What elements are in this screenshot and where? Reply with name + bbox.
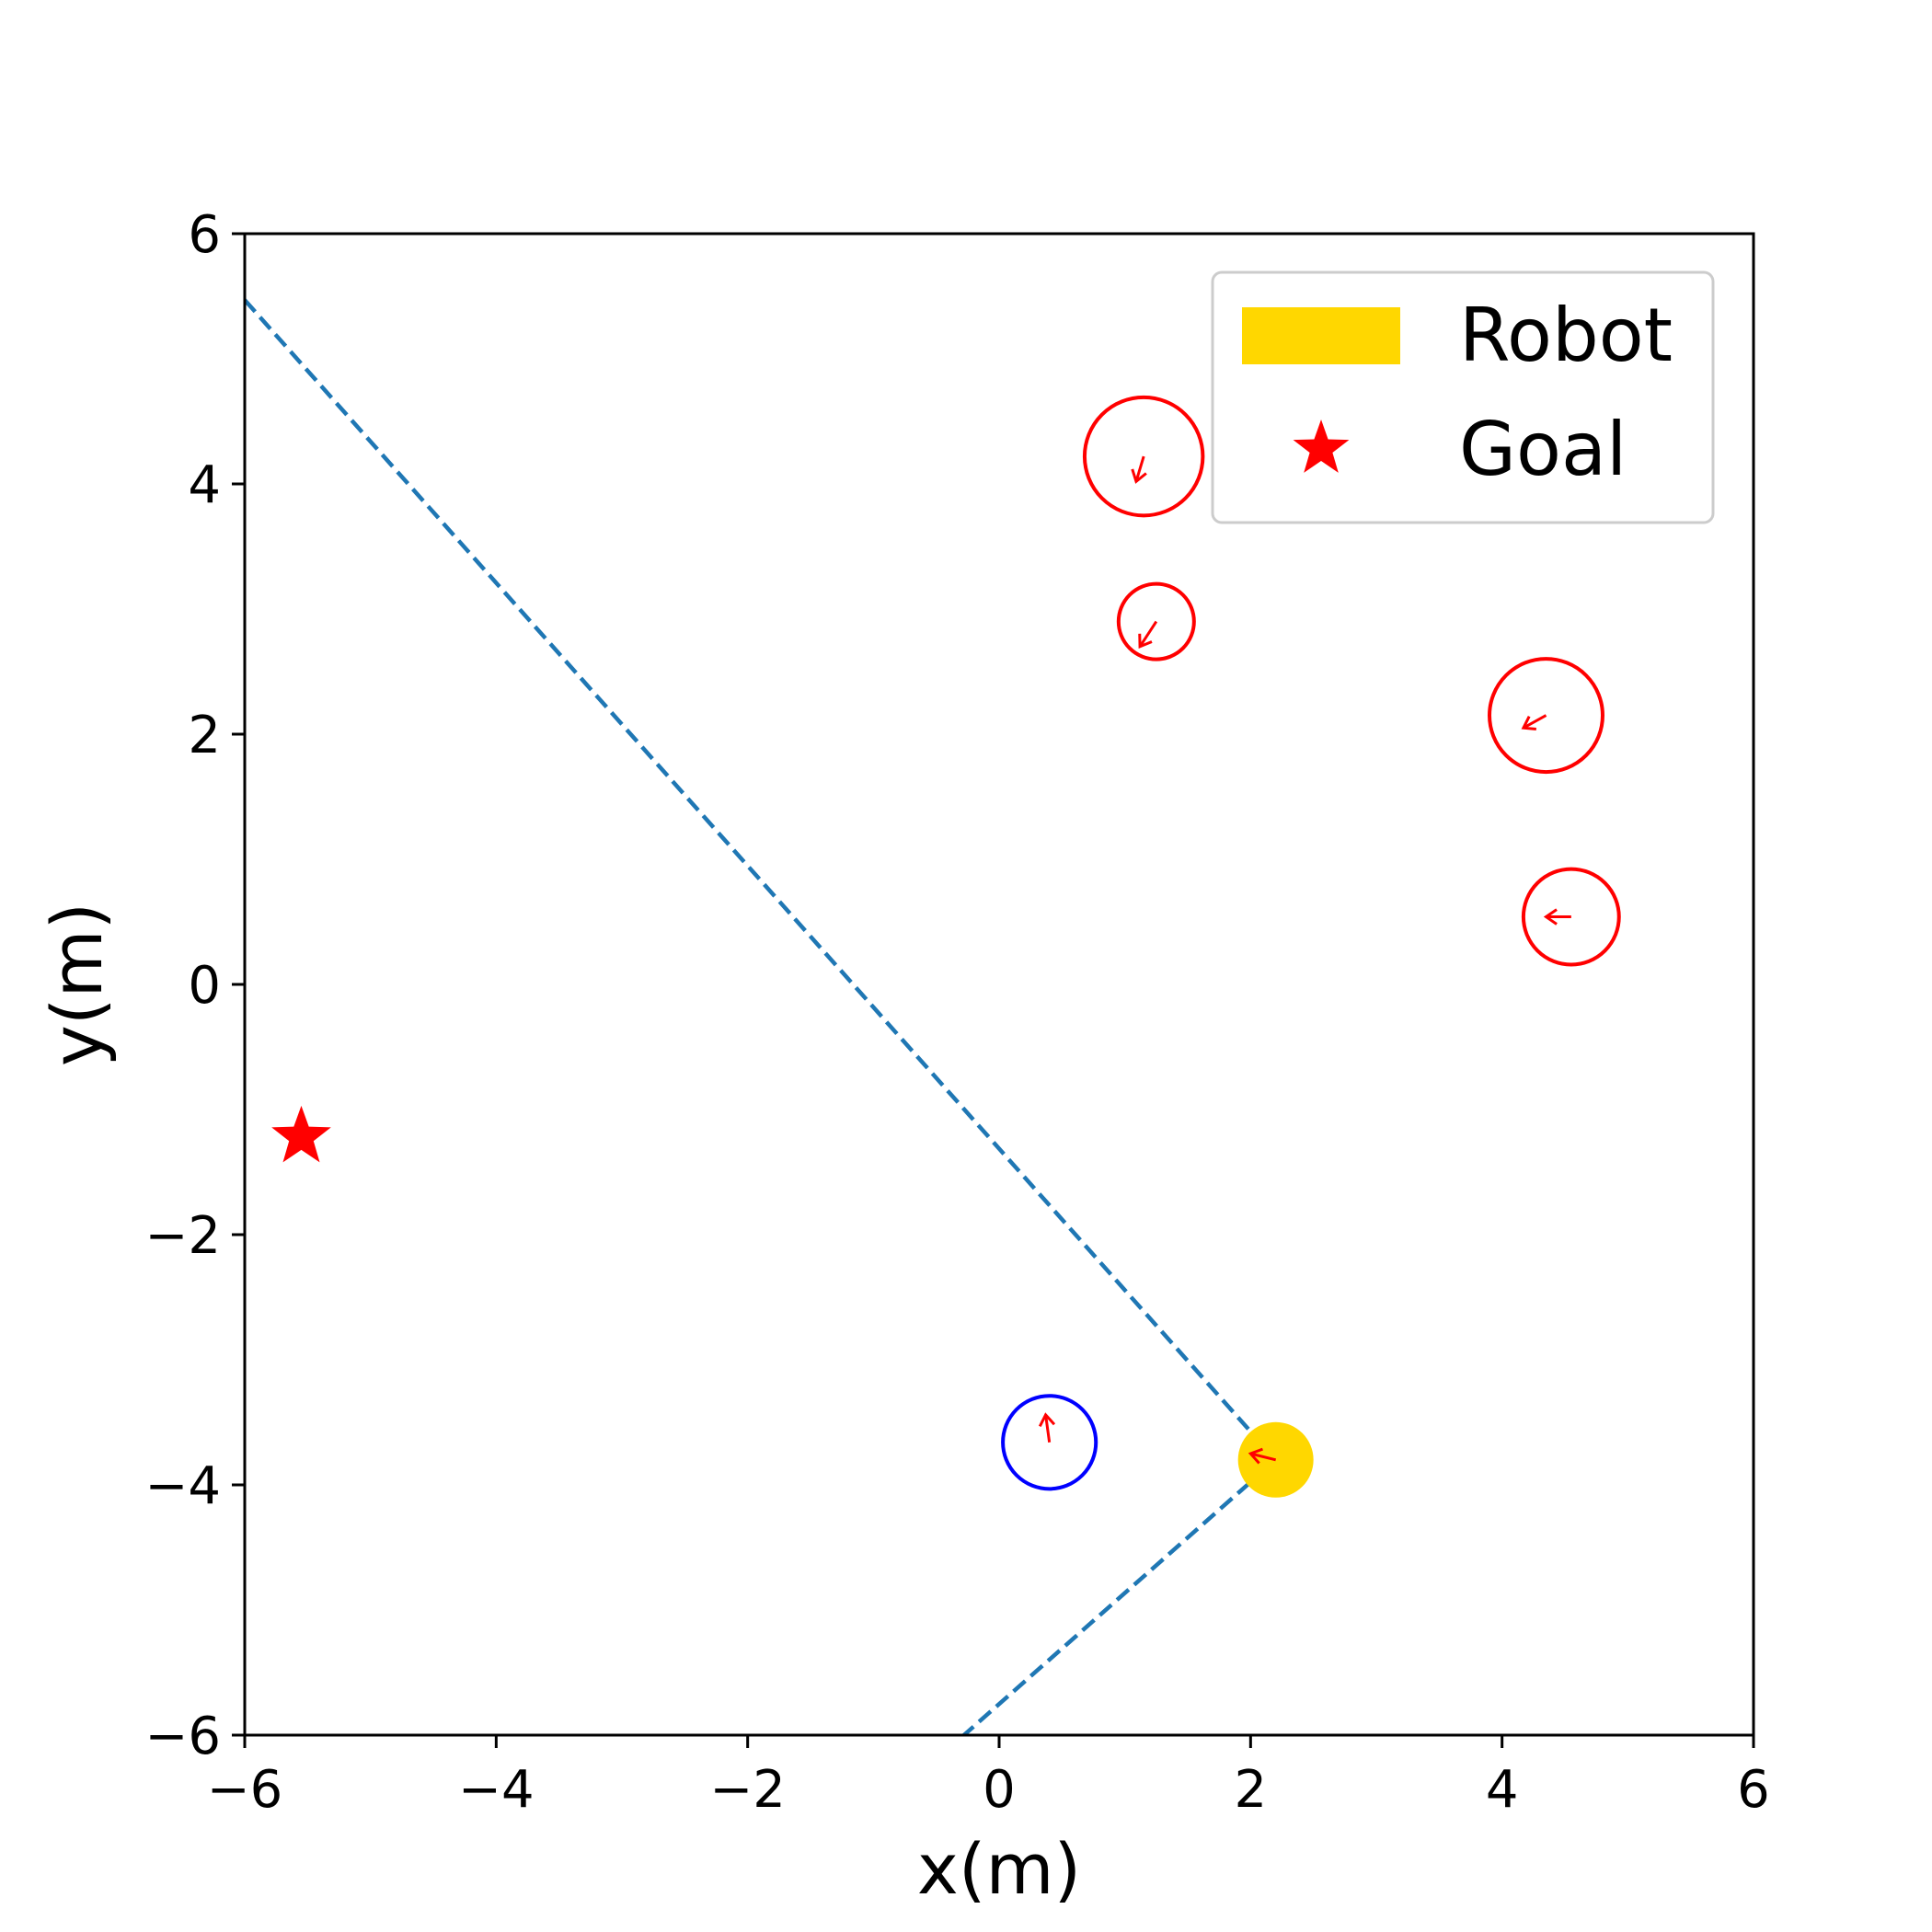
obstacle-velocity-arrow-1-head xyxy=(1138,633,1153,650)
robot-heading-arrow-head xyxy=(1248,1447,1263,1465)
legend-robot-swatch xyxy=(1242,307,1400,364)
y-axis-label: y(m) xyxy=(36,903,118,1066)
obstacle-velocity-arrow-4-shaft xyxy=(1044,1414,1052,1443)
x-tick-label: 6 xyxy=(1737,1760,1770,1820)
axis-ticks: −6 −4 −2 0 2 4 6 −6 −4 −2 0 2 4 6 xyxy=(144,205,1769,1820)
x-tick-label: 0 xyxy=(983,1760,1016,1820)
legend-goal-label: Goal xyxy=(1459,407,1627,492)
legend: Robot Goal xyxy=(1211,270,1715,524)
obstacle-velocity-arrow-1-shaft xyxy=(1138,620,1158,648)
y-tick-label: −2 xyxy=(144,1206,221,1266)
y-tick-label: 2 xyxy=(188,706,221,765)
obstacle-circle-3 xyxy=(1521,867,1621,967)
obstacle-velocity-arrow-1 xyxy=(1138,620,1158,650)
x-axis-label: x(m) xyxy=(917,1828,1081,1910)
obstacle-velocity-arrow-0-head xyxy=(1131,468,1147,484)
y-tick-label: 6 xyxy=(188,205,221,265)
robot-heading-arrow xyxy=(1248,1447,1277,1465)
obstacle-circle-2 xyxy=(1488,657,1604,775)
obstacle-velocity-arrow-0 xyxy=(1131,455,1147,484)
obstacle-circle-0 xyxy=(1082,395,1205,518)
x-tick-label: −6 xyxy=(207,1760,283,1820)
x-tick-label: 4 xyxy=(1486,1760,1519,1820)
y-tick-label: 4 xyxy=(188,455,221,515)
obstacle-velocity-arrow-2 xyxy=(1521,714,1547,731)
x-tick-label: 2 xyxy=(1235,1760,1268,1820)
x-tick-label: −4 xyxy=(458,1760,535,1820)
robot-heading-arrow-shaft xyxy=(1249,1452,1277,1462)
goal-star-marker xyxy=(271,1105,331,1163)
y-tick-label: −4 xyxy=(144,1456,221,1516)
obstacle-velocity-arrow-3-head xyxy=(1543,908,1558,926)
obstacle-velocity-arrow-4-head xyxy=(1038,1412,1056,1428)
x-tick-label: −2 xyxy=(709,1760,786,1820)
obstacle-circle-4 xyxy=(1001,1394,1098,1491)
y-tick-label: 0 xyxy=(188,956,221,1016)
legend-goal-star-icon xyxy=(1293,420,1350,473)
plot-area xyxy=(245,298,1621,1735)
obstacle-velocity-arrow-2-head xyxy=(1521,716,1536,731)
y-tick-label: −6 xyxy=(144,1707,221,1766)
obstacle-velocity-arrow-3 xyxy=(1543,908,1571,926)
obstacle-circle-1 xyxy=(1116,581,1196,661)
obstacle-velocity-arrow-4 xyxy=(1038,1412,1056,1443)
obstacle-velocity-arrow-0-shaft xyxy=(1134,455,1145,482)
legend-robot-label: Robot xyxy=(1459,293,1673,378)
obstacle-velocity-arrow-2-shaft xyxy=(1523,714,1547,730)
